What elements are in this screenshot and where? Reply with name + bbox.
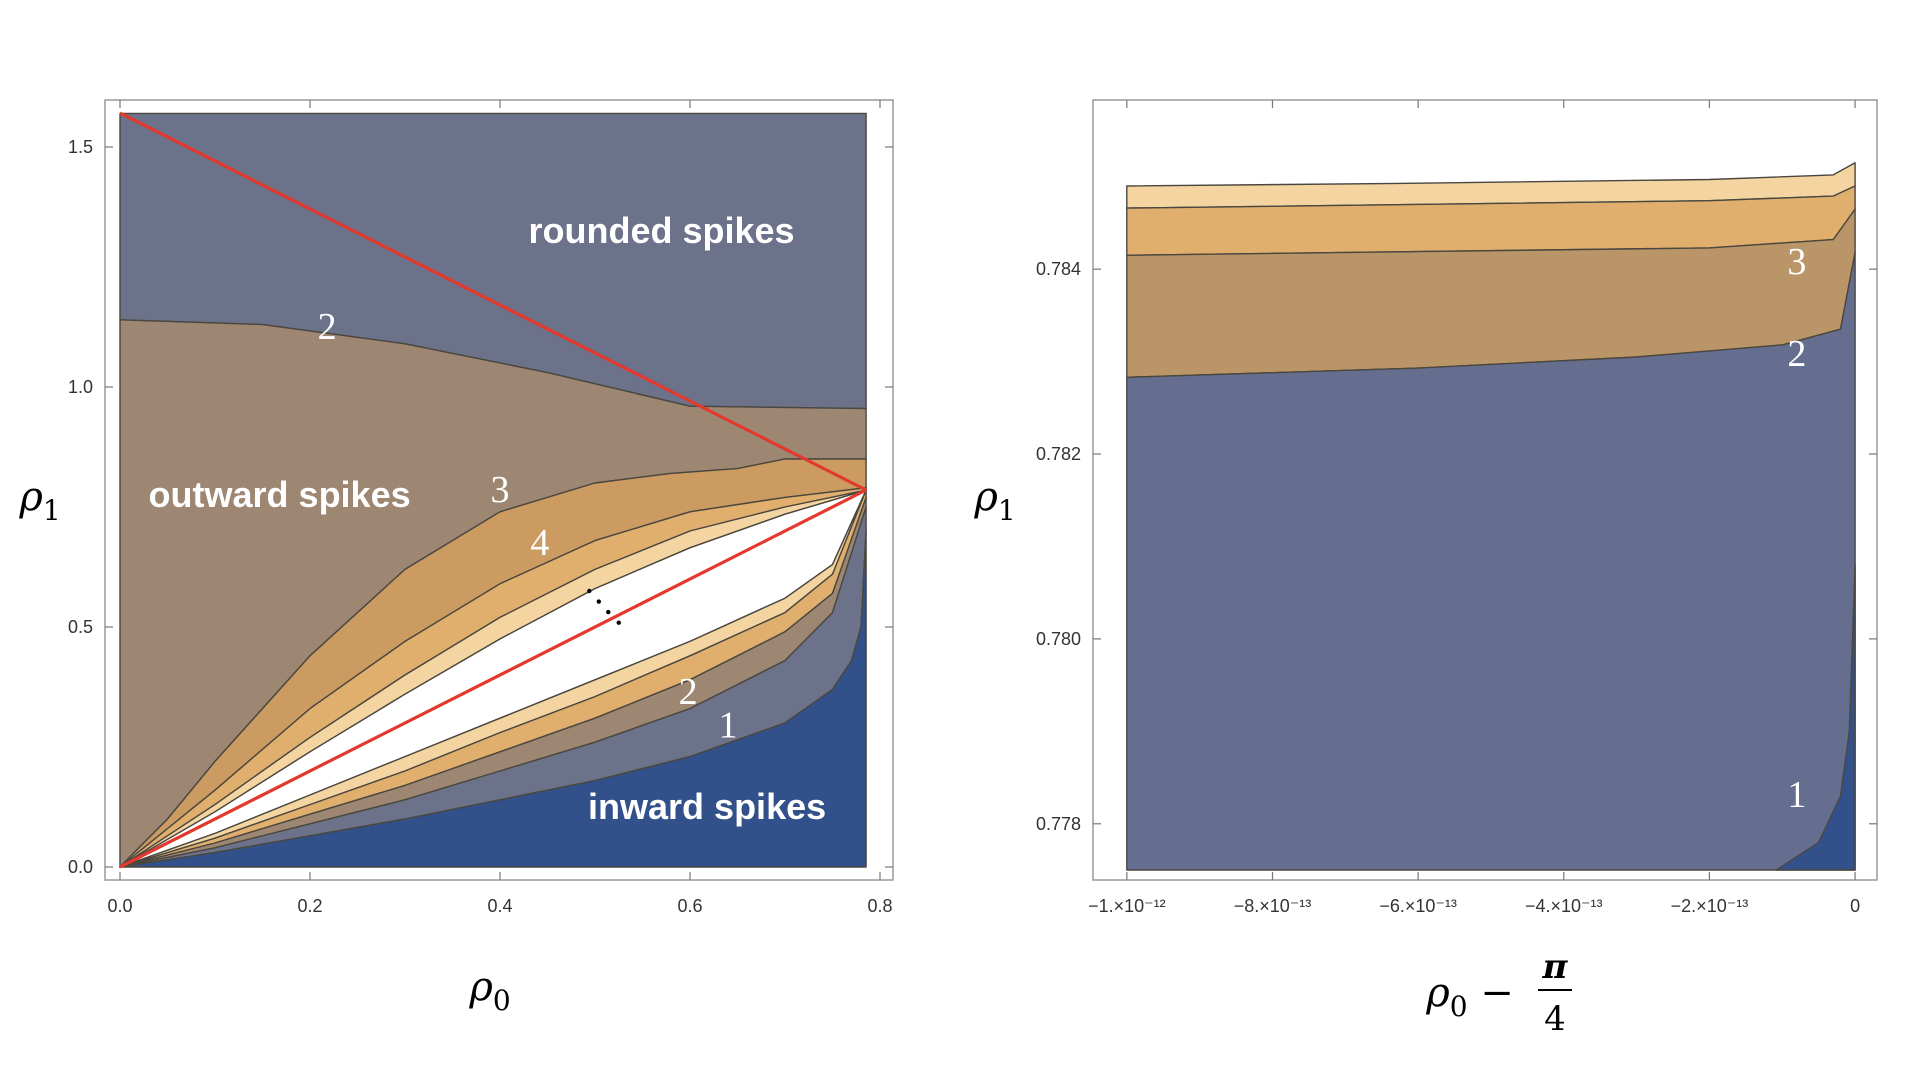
x-tick-label: −6.×10⁻¹³: [1379, 896, 1457, 916]
contour-label: 4: [530, 522, 549, 564]
contour-label: 2: [1787, 333, 1806, 375]
left-labels: rounded spikes outward spikes inward spi…: [149, 210, 827, 827]
x-tick-label: 0.4: [487, 896, 512, 916]
x-axis-label-right: ρ0 − π 4: [1425, 947, 1572, 1039]
y-axis-label-right: ρ1: [973, 474, 1015, 527]
right-bands: [1126, 162, 1856, 871]
x-tick-label: −8.×10⁻¹³: [1234, 896, 1312, 916]
y-tick-label: 0.782: [1036, 444, 1081, 464]
contour-label: 3: [1787, 241, 1806, 283]
left-plot-frame: [104, 99, 894, 881]
red-line-diagonal: [119, 488, 867, 869]
contour-label: 2: [679, 671, 698, 713]
contour-label: 3: [491, 469, 510, 511]
x-tick-label: −1.×10⁻¹²: [1088, 896, 1166, 916]
y-tick-label: 1.0: [68, 377, 93, 397]
y-tick-label: 0.778: [1036, 814, 1081, 834]
x-tick-label: 0.8: [867, 896, 892, 916]
band-deep-blue: [1775, 564, 1856, 871]
svg-text:π: π: [1542, 947, 1569, 987]
red-line-descending: [119, 111, 867, 492]
region-label-rounded: rounded spikes: [528, 210, 794, 251]
x-tick-label: 0: [1850, 896, 1860, 916]
contour-label: 1: [1787, 774, 1806, 816]
svg-text:ρ0 −: ρ0 −: [1425, 970, 1514, 1023]
band-slate: [1126, 251, 1856, 871]
y-tick-label: 0.5: [68, 617, 93, 637]
svg-text:4: 4: [1544, 999, 1566, 1039]
y-tick-label: 0.780: [1036, 629, 1081, 649]
y-tick-label: 0.784: [1036, 259, 1081, 279]
ellipsis-dot: [596, 599, 601, 604]
ellipsis-dot: [587, 588, 592, 594]
left-panel: 0.0 0.2 0.4 0.6 0.8 0.0 0.5 1.0 1.5 rounded spik…: [18, 99, 894, 1017]
x-tick-label: 0.6: [677, 896, 702, 916]
band-deep-blue: [119, 530, 867, 868]
right-plot-frame: [1092, 99, 1878, 881]
contour-label: 2: [318, 306, 337, 348]
x-tick-label: −4.×10⁻¹³: [1525, 896, 1603, 916]
x-axis-label-left: ρ0: [468, 964, 510, 1017]
y-tick-label: 0.0: [68, 857, 93, 877]
region-label-outward: outward spikes: [149, 474, 411, 515]
x-tick-label: −2.×10⁻¹³: [1671, 896, 1749, 916]
y-tick-label: 1.5: [68, 137, 93, 157]
left-reference-lines: [119, 111, 867, 869]
x-tick-label: 0.2: [297, 896, 322, 916]
contour-label: 1: [719, 704, 738, 746]
ellipsis-dot: [616, 620, 621, 625]
x-tick-label: 0.0: [107, 896, 132, 916]
right-axis-ticks: −1.×10⁻¹² −8.×10⁻¹³ −6.×10⁻¹³ −4.×10⁻¹³ −2.×…: [1036, 100, 1877, 916]
left-ellipsis-dots: [587, 588, 621, 625]
right-labels: 3 2 1: [1787, 241, 1806, 816]
region-label-inward: inward spikes: [588, 786, 826, 827]
left-axis-ticks: 0.0 0.2 0.4 0.6 0.8 0.0 0.5 1.0 1.5: [68, 100, 893, 916]
y-axis-label-left: ρ1: [18, 474, 60, 527]
ellipsis-dot: [606, 609, 611, 615]
right-panel: −1.×10⁻¹² −8.×10⁻¹³ −6.×10⁻¹³ −4.×10⁻¹³ −2.×…: [973, 99, 1878, 1039]
